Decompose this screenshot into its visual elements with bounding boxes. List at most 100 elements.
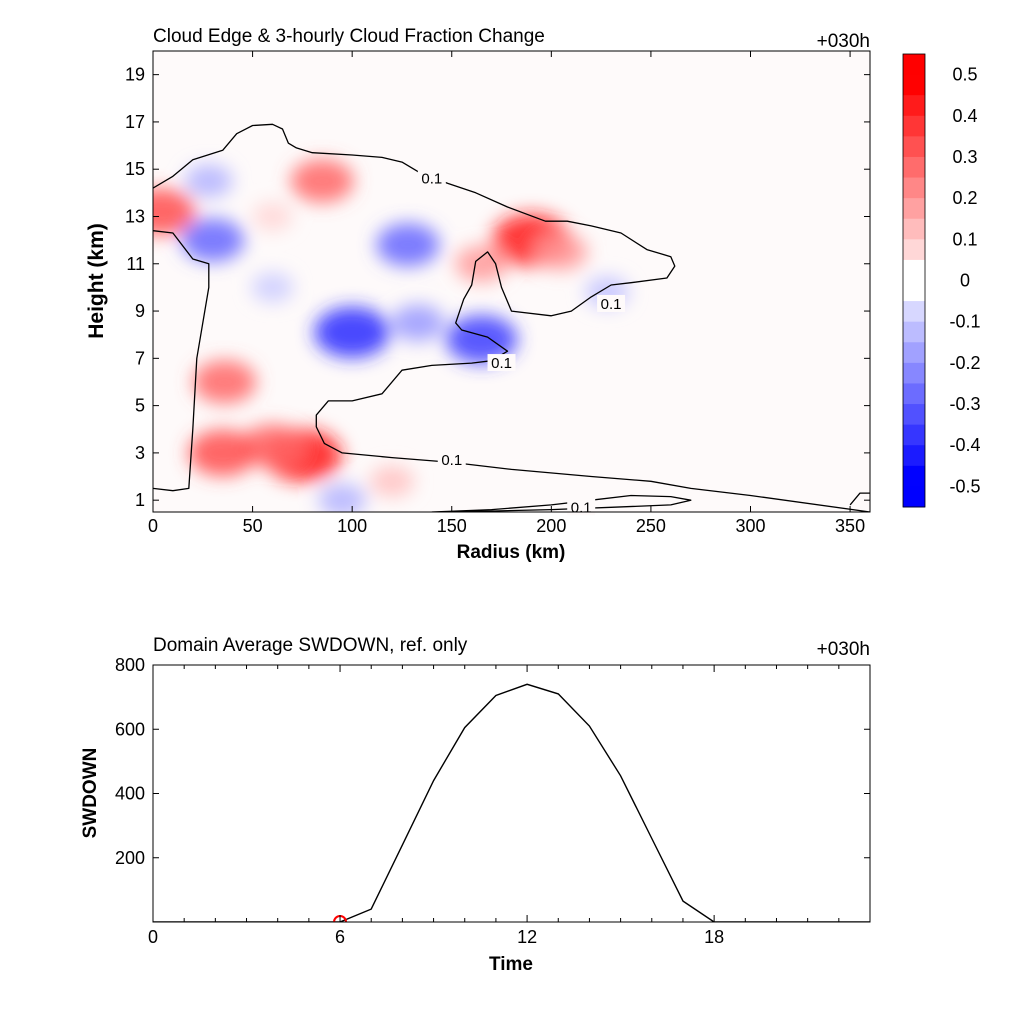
contour-label-bg <box>567 498 596 516</box>
contour-labels: 0.1 0.1 0.1 0.1 0.1 <box>417 169 626 516</box>
cloud-change-blob-5 <box>290 159 354 203</box>
x-tick-label: 300 <box>735 516 765 536</box>
colorbar-segment <box>903 404 925 426</box>
y-tick-label: 800 <box>115 655 145 675</box>
time-label: +030h <box>817 639 870 660</box>
x-tick-label: 200 <box>536 516 566 536</box>
y-axis-ticks: 200 400 600 800 <box>115 655 870 868</box>
y-axis-label: Height (km) <box>85 223 108 339</box>
colorbar-segment <box>903 280 925 302</box>
contour-label: 0.1 <box>601 296 622 313</box>
colorbar-label: -0.5 <box>949 476 980 496</box>
y-tick-label: 19 <box>125 65 145 85</box>
cloud-edge-contour-0 <box>153 123 870 512</box>
x-tick-label: 100 <box>337 516 367 536</box>
series-line <box>153 683 870 922</box>
y-tick-label: 400 <box>115 784 145 804</box>
colorbar-segment <box>903 115 925 137</box>
cloud-change-blob-8 <box>534 233 588 271</box>
chart-title: Domain Average SWDOWN, ref. only <box>153 635 468 656</box>
colorbar-segment <box>903 239 925 261</box>
cloud-change-blob-0 <box>153 188 196 235</box>
colorbar-segment <box>903 177 925 199</box>
colorbar-label: -0.1 <box>949 312 980 332</box>
cloud-change-blob-4 <box>193 360 257 404</box>
y-tick-label: 3 <box>135 443 145 463</box>
colorbar-segment <box>903 424 925 446</box>
y-tick-label: 5 <box>135 396 145 416</box>
x-tick-label: 6 <box>335 927 345 947</box>
y-tick-label: 7 <box>135 348 145 368</box>
cloud-change-blob-12 <box>445 315 518 364</box>
chart-title: Cloud Edge & 3-hourly Cloud Fraction Cha… <box>153 26 545 47</box>
cloud-change-blob-19 <box>318 483 367 512</box>
y-tick-label: 600 <box>115 719 145 739</box>
colorbar-segment <box>903 445 925 467</box>
x-axis-label: Time <box>489 954 533 975</box>
colorbar-segment <box>903 95 925 117</box>
colorbar-label: -0.2 <box>949 353 980 373</box>
contour-label-bg <box>417 169 446 187</box>
cloud-change-blob-11 <box>314 306 391 358</box>
colorbar-label: -0.4 <box>949 435 980 455</box>
cloud-fraction-field <box>153 159 630 512</box>
x-tick-label: 12 <box>517 927 537 947</box>
y-tick-label: 1 <box>135 490 145 510</box>
colorbar-segment <box>903 321 925 343</box>
colorbar-label: 0.3 <box>952 147 977 167</box>
cloud-change-blob-3 <box>188 429 257 477</box>
colorbar-segment <box>903 198 925 220</box>
colorbar-label: 0 <box>960 271 970 291</box>
colorbar-segment <box>903 362 925 384</box>
y-axis-label: SWDOWN <box>80 748 101 839</box>
x-tick-label: 350 <box>835 516 865 536</box>
plot-frame <box>152 50 871 513</box>
colorbar-segment <box>903 259 925 281</box>
contour-label: 0.1 <box>571 499 592 516</box>
y-tick-label: 9 <box>135 301 145 321</box>
colorbar-segment <box>903 218 925 240</box>
x-axis-label: Radius (km) <box>457 542 566 563</box>
swdown-panel: 0 6 12 18 200 400 600 800 Domain Average SWDOW… <box>80 635 871 975</box>
contour-label: 0.1 <box>491 355 512 372</box>
colorbar-segment <box>903 301 925 323</box>
x-axis-ticks: 0 6 12 18 <box>148 665 840 947</box>
contour-label-bg <box>437 450 466 468</box>
cloud-edge-contour-1 <box>153 230 210 492</box>
plot-background <box>153 665 870 922</box>
cloud-change-blob-7 <box>455 245 509 283</box>
cloud-change-blob-16 <box>184 164 233 198</box>
colorbar-label: 0.2 <box>952 188 977 208</box>
colorbar-segment <box>903 342 925 364</box>
cloud-fraction-panel: 0.10.10.10.10.1 0 50 100 150 200 250 300 350 13… <box>85 26 981 563</box>
x-tick-label: 50 <box>243 516 263 536</box>
x-tick-label: 18 <box>704 927 724 947</box>
cloud-change-blob-13 <box>376 223 440 267</box>
x-tick-label: 0 <box>148 927 158 947</box>
colorbar-label: 0.4 <box>952 106 977 126</box>
x-tick-label: 250 <box>636 516 666 536</box>
cloud-change-blob-15 <box>181 218 245 262</box>
y-tick-label: 15 <box>125 159 145 179</box>
cloud-change-blob-18 <box>251 272 294 303</box>
cloud-change-blob-2 <box>240 424 305 468</box>
contour-label-bg <box>597 294 626 312</box>
y-tick-label: 200 <box>115 848 145 868</box>
x-axis-ticks: 0 50 100 150 200 250 300 350 <box>148 51 865 536</box>
colorbar-segment <box>903 156 925 179</box>
colorbar-segment <box>903 136 925 158</box>
contour-label: 0.1 <box>441 452 462 469</box>
colorbar-segment <box>903 486 925 508</box>
y-tick-label: 13 <box>125 206 145 226</box>
colorbar-label: -0.3 <box>949 394 980 414</box>
colorbar-frame <box>902 53 926 508</box>
colorbar: 0.5 0.4 0.3 0.2 0.1 0 -0.1 -0.2 -0.3 -0.4 -0.5 <box>902 53 981 508</box>
time-label: +030h <box>817 31 870 52</box>
contour-label-bg <box>487 354 516 372</box>
cloud-change-blob-10 <box>252 201 293 232</box>
colorbar-segment <box>903 383 925 405</box>
y-tick-label: 11 <box>126 254 145 274</box>
y-tick-label: 17 <box>125 112 145 132</box>
